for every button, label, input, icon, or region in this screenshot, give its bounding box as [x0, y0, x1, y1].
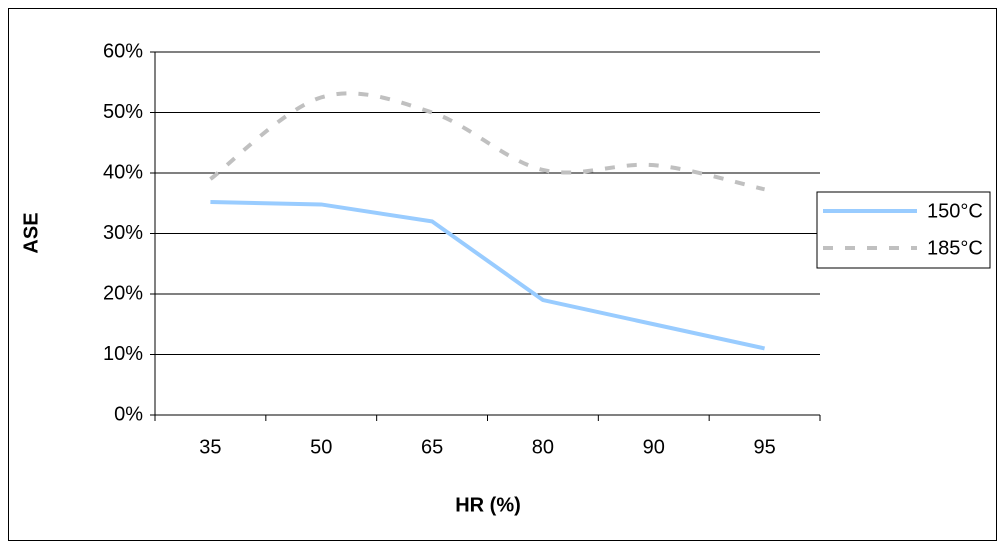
y-tick-label: 30%	[103, 222, 143, 244]
series-line	[209, 91, 766, 192]
x-tick-label: 50	[310, 436, 332, 458]
legend-box	[816, 191, 991, 269]
series-line	[210, 200, 766, 351]
y-tick-label: 60%	[103, 40, 143, 62]
y-tick-label: 40%	[103, 161, 143, 183]
y-axis-title: ASE	[20, 212, 42, 253]
y-tick-label: 10%	[103, 343, 143, 365]
x-tick-label: 90	[643, 436, 665, 458]
y-tick-label: 50%	[103, 101, 143, 123]
chart-frame	[8, 8, 997, 541]
y-tick-label: 0%	[114, 403, 143, 425]
legend-label: 150°C	[927, 200, 983, 222]
x-axis-title: HR (%)	[455, 494, 521, 516]
x-tick-label: 95	[753, 436, 775, 458]
x-tick-label: 80	[532, 436, 554, 458]
x-tick-label: 35	[199, 436, 221, 458]
legend-label: 185°C	[927, 237, 983, 259]
x-tick-label: 65	[421, 436, 443, 458]
y-tick-label: 20%	[103, 282, 143, 304]
